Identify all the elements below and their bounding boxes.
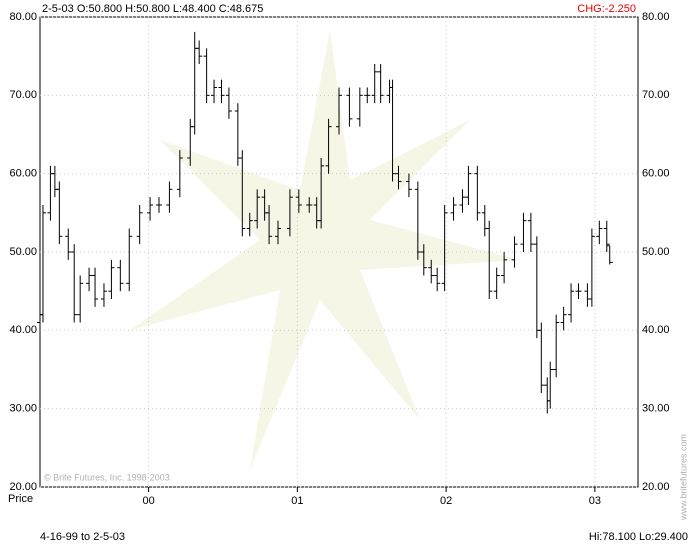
y2-tick-label: 50.00 <box>642 246 670 258</box>
x-tick-label: 03 <box>589 495 601 507</box>
y-tick-label: 50.00 <box>9 246 37 258</box>
axis-label: Price <box>8 493 33 505</box>
y2-tick-label: 80.00 <box>642 11 670 23</box>
y2-tick-label: 20.00 <box>642 481 670 493</box>
date-range: 4-16-99 to 2-5-03 <box>40 531 125 543</box>
header-ohlc: 2-5-03 O:50.800 H:50.800 L:48.400 C:48.6… <box>42 3 263 15</box>
x-tick-label: 00 <box>142 495 154 507</box>
y2-tick-label: 70.00 <box>642 89 670 101</box>
x-tick-label: 01 <box>291 495 303 507</box>
y-tick-label: 40.00 <box>9 324 37 336</box>
y-tick-label: 80.00 <box>9 11 37 23</box>
watermark-text: © Brite Futures, Inc. 1998-2003 <box>44 472 170 482</box>
change: CHG:-2.250 <box>577 3 636 15</box>
y2-tick-label: 40.00 <box>642 324 670 336</box>
y2-tick-label: 60.00 <box>642 168 670 180</box>
y-tick-label: 70.00 <box>9 89 37 101</box>
hi-lo: Hi:78.100 Lo:29.400 <box>589 531 688 543</box>
website: www.britefutures.com <box>678 434 688 521</box>
y2-tick-label: 30.00 <box>642 403 670 415</box>
y-tick-label: 60.00 <box>9 168 37 180</box>
y-tick-label: 30.00 <box>9 403 37 415</box>
y-tick-label: 20.00 <box>9 481 37 493</box>
watermark-logo <box>130 30 520 470</box>
x-tick-label: 02 <box>440 495 452 507</box>
